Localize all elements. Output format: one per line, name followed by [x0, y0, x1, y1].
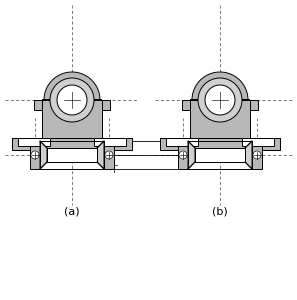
- Circle shape: [50, 78, 94, 122]
- Polygon shape: [190, 100, 250, 138]
- Polygon shape: [97, 141, 104, 169]
- Circle shape: [205, 85, 235, 115]
- Polygon shape: [40, 141, 47, 169]
- Polygon shape: [252, 141, 262, 169]
- Polygon shape: [42, 100, 102, 138]
- Circle shape: [253, 151, 261, 159]
- Polygon shape: [190, 72, 250, 100]
- Circle shape: [179, 151, 187, 159]
- Polygon shape: [102, 100, 110, 110]
- Text: (b): (b): [212, 207, 228, 217]
- Polygon shape: [188, 141, 195, 169]
- Polygon shape: [104, 141, 114, 169]
- Circle shape: [57, 85, 87, 115]
- Polygon shape: [30, 141, 40, 169]
- Polygon shape: [34, 100, 42, 110]
- Polygon shape: [166, 138, 198, 146]
- Circle shape: [31, 151, 39, 159]
- Polygon shape: [182, 100, 190, 110]
- Polygon shape: [250, 100, 258, 110]
- Polygon shape: [160, 138, 280, 150]
- Circle shape: [198, 78, 242, 122]
- Polygon shape: [178, 141, 188, 169]
- Polygon shape: [47, 148, 97, 162]
- Polygon shape: [94, 138, 126, 146]
- Polygon shape: [18, 138, 50, 146]
- Polygon shape: [245, 141, 252, 169]
- Circle shape: [105, 151, 113, 159]
- Polygon shape: [42, 72, 102, 100]
- Polygon shape: [242, 138, 274, 146]
- Polygon shape: [12, 138, 132, 150]
- Text: (a): (a): [64, 207, 80, 217]
- Polygon shape: [195, 148, 245, 162]
